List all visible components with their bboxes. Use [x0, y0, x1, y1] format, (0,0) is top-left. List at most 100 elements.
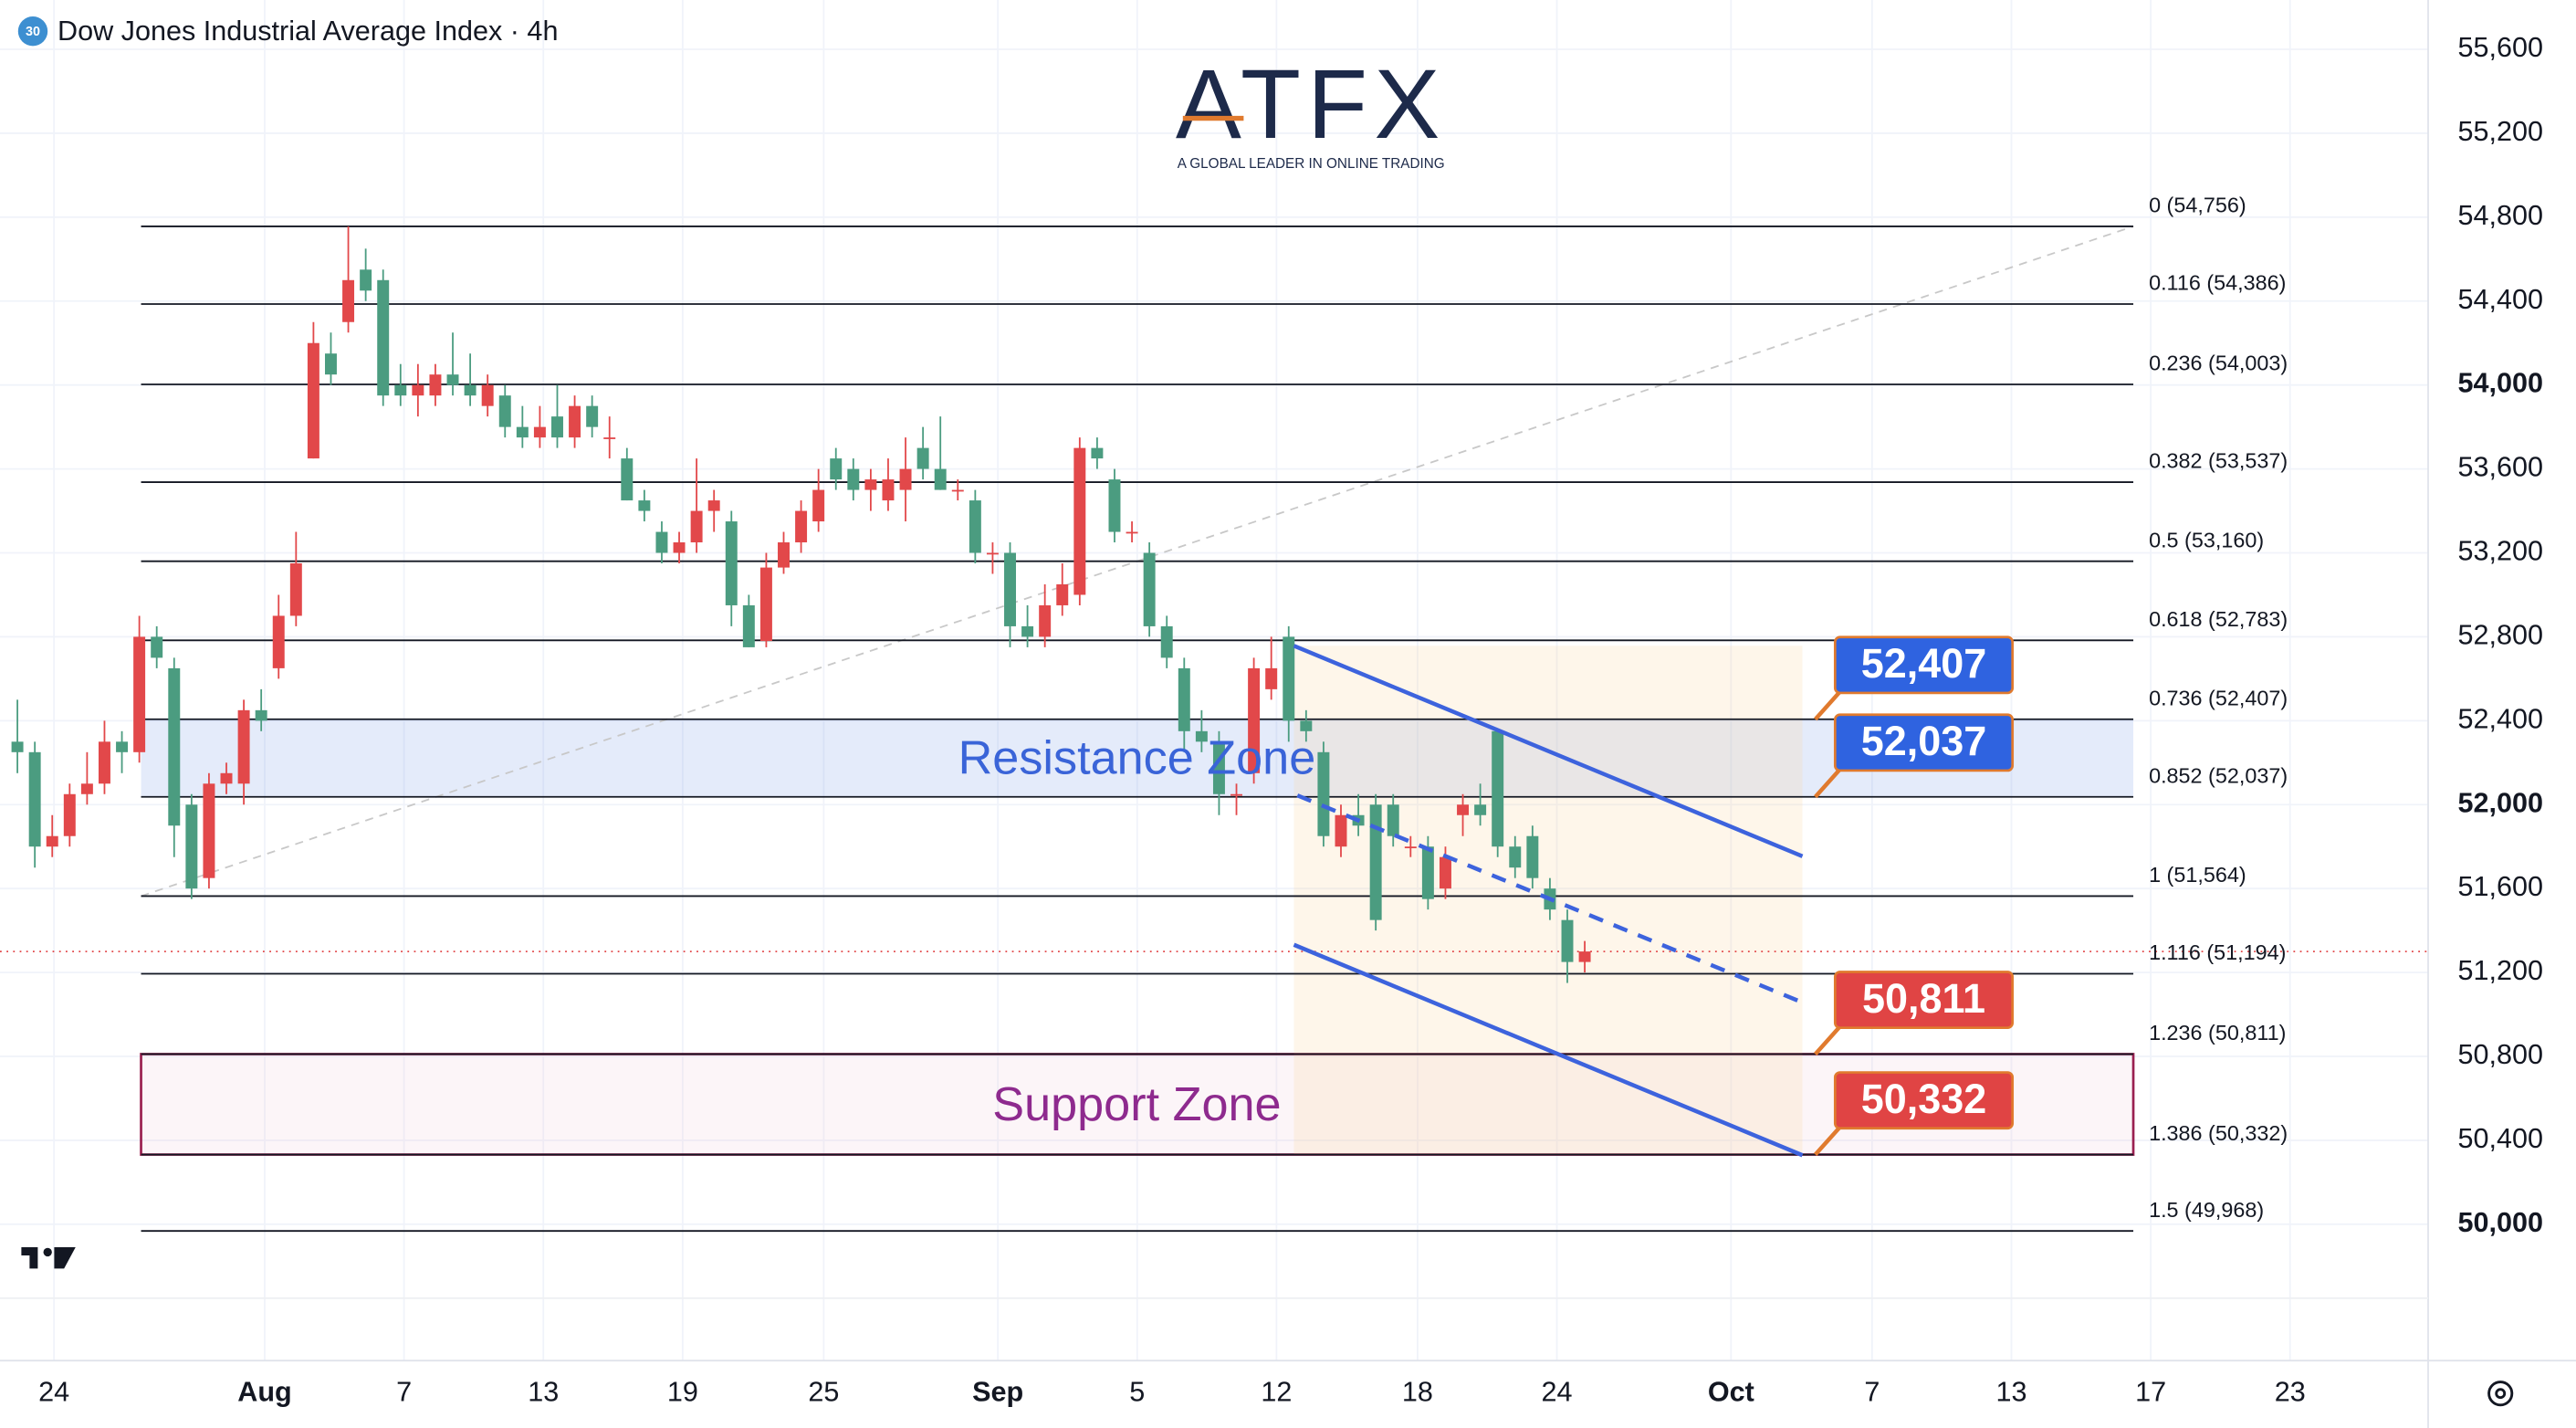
x-tick-label: 24 — [38, 1376, 69, 1407]
candle-body — [951, 489, 964, 492]
candle-body — [986, 552, 999, 555]
fib-level-label: 1 (51,564) — [2149, 863, 2246, 887]
symbol-badge — [17, 16, 48, 47]
candle-body — [934, 468, 947, 490]
candle-body — [690, 510, 703, 543]
candle-body — [1474, 804, 1487, 815]
candle-body — [969, 500, 981, 553]
candle-body — [324, 353, 337, 375]
candle-body — [1492, 730, 1504, 847]
candle-body — [655, 531, 668, 553]
fib-level-label: 0 (54,756) — [2149, 194, 2246, 217]
candle-body — [812, 489, 825, 522]
fib-level-label: 1.116 (51,194) — [2149, 940, 2286, 964]
candle-body — [533, 426, 546, 438]
candle-body — [1160, 625, 1173, 658]
zone — [141, 719, 2134, 797]
candle-body — [1578, 951, 1591, 962]
candle-body — [1300, 720, 1313, 731]
candle-body — [1561, 919, 1574, 962]
fib-level-label: 0.852 (52,037) — [2149, 763, 2288, 787]
candle-body — [1126, 531, 1138, 534]
x-tick-label: 25 — [808, 1376, 839, 1407]
tradingview-logo — [21, 1247, 76, 1269]
candle-body — [1439, 856, 1451, 889]
front: 0 (54,756) 0.116 (54,386) 0.236 (54,003) 0.… — [958, 194, 2288, 1222]
candle-body — [830, 458, 843, 480]
candle-body — [1195, 730, 1208, 742]
x-tick-label: 18 — [1402, 1376, 1433, 1407]
candle-body — [551, 416, 563, 438]
y-tick-label: 50,800 — [2457, 1039, 2543, 1070]
y-tick-label: 54,800 — [2457, 200, 2543, 231]
y-tick-label: 52,400 — [2457, 703, 2543, 734]
y-tick-label: 55,200 — [2457, 116, 2543, 147]
candle-body — [151, 636, 163, 658]
candle-body — [1178, 667, 1190, 731]
symbol-badge-text: 30 — [26, 25, 40, 39]
price-tag — [1833, 1071, 2015, 1130]
candle-body — [272, 615, 285, 668]
candle-body — [1108, 479, 1121, 532]
candle-body — [1230, 793, 1243, 796]
candle-body — [864, 479, 877, 490]
candle-body — [1073, 447, 1086, 595]
candle-body — [673, 542, 686, 553]
candle-body — [80, 783, 93, 794]
y-tick-label: 53,200 — [2457, 536, 2543, 567]
price-tag-label: 52,407 — [1861, 640, 1987, 687]
price-tag-label: 50,811 — [1862, 975, 1985, 1022]
x-tick-label: 17 — [2135, 1376, 2166, 1407]
candle-body — [1457, 804, 1470, 815]
x-tick-label: 7 — [1864, 1376, 1880, 1407]
candle-body — [916, 447, 929, 469]
candle-body — [1335, 814, 1347, 847]
settings-icon[interactable] — [2487, 1381, 2514, 1407]
channel-upper — [1293, 644, 1804, 858]
candle-body — [707, 500, 720, 511]
candle-body — [98, 741, 110, 784]
x-tick-label: Sep — [972, 1376, 1023, 1407]
candle-body — [621, 458, 634, 501]
price-tag-label: 50,332 — [1861, 1076, 1987, 1122]
chart-title: Dow Jones Industrial Average Index · 4h — [58, 16, 558, 47]
candle-body — [1369, 804, 1382, 920]
candle-body — [759, 567, 772, 642]
candle-body — [63, 793, 76, 836]
y-tick-label: 50,000 — [2457, 1207, 2543, 1238]
candle-body — [1283, 636, 1295, 721]
price-tag-label: 52,037 — [1861, 718, 1987, 764]
zone-label: Resistance Zone — [958, 732, 1316, 785]
candle-body — [185, 804, 198, 889]
candle-body — [795, 510, 808, 543]
candle-body — [1404, 846, 1417, 849]
candle-body — [778, 542, 790, 568]
channel-lower — [1293, 942, 1804, 1158]
zone-label: Support Zone — [992, 1078, 1281, 1131]
fib-level-label: 1.386 (50,332) — [2149, 1121, 2288, 1145]
candle-body — [481, 384, 494, 406]
candle-body — [569, 405, 581, 438]
candle-body — [498, 395, 511, 427]
candle-body — [725, 521, 738, 605]
candle-body — [116, 741, 129, 752]
candle-body — [1091, 447, 1104, 459]
x-tick-label: 7 — [396, 1376, 412, 1407]
candle-body — [446, 374, 459, 385]
candle-body — [847, 468, 860, 490]
candle-body — [1021, 625, 1034, 637]
y-tick-label: 53,600 — [2457, 452, 2543, 483]
candle-body — [133, 636, 146, 752]
candle-body — [220, 772, 233, 784]
fib-level-label: 0.236 (54,003) — [2149, 352, 2288, 375]
candle-body — [255, 709, 267, 721]
x-tick-label: Oct — [1708, 1376, 1754, 1407]
fib-level-label: 1.5 (49,968) — [2149, 1198, 2264, 1222]
x-tick-label: 19 — [667, 1376, 698, 1407]
candle-body — [377, 279, 390, 396]
y-tick-label: 51,200 — [2457, 955, 2543, 986]
fib-level-label: 0.382 (53,537) — [2149, 449, 2288, 473]
candle-body — [1265, 667, 1278, 689]
brand-tagline: A GLOBAL LEADER IN ONLINE TRADING — [1178, 156, 1445, 172]
